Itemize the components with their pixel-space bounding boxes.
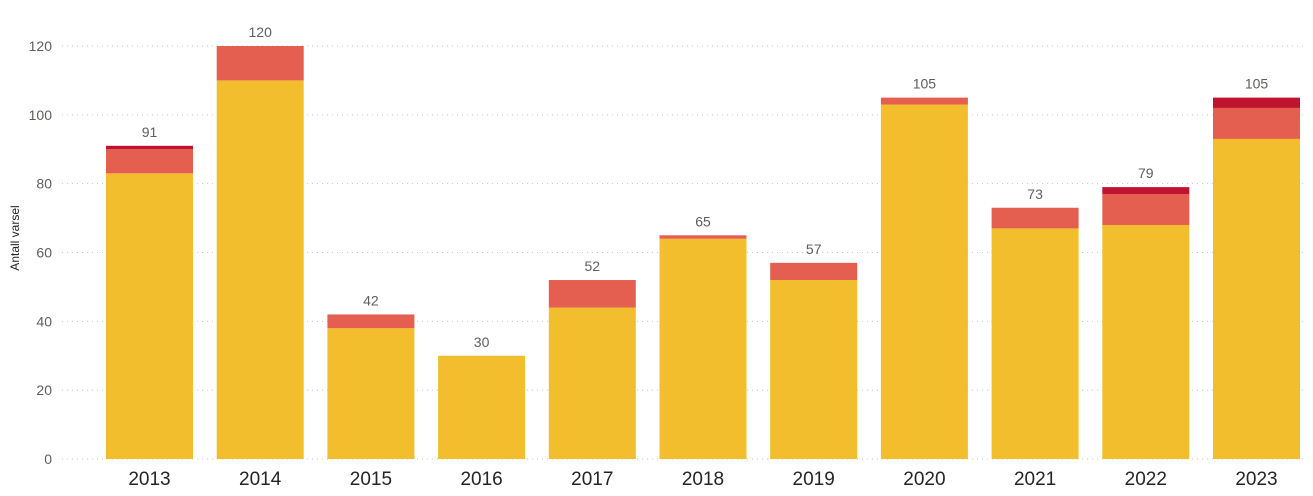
bar-segment[interactable] [991, 207, 1079, 229]
x-tick-label: 2019 [793, 469, 835, 490]
y-tick-label: 120 [29, 38, 53, 54]
total-data-label: 79 [1138, 165, 1154, 181]
bar-segment[interactable] [216, 46, 304, 81]
bar-segment[interactable] [548, 280, 636, 308]
bar-segment[interactable] [106, 145, 193, 150]
bar-segment[interactable] [659, 235, 747, 239]
total-data-label: 73 [1027, 186, 1043, 202]
y-tick-label: 40 [36, 313, 52, 329]
bar-segment[interactable] [880, 104, 968, 459]
bar-segment[interactable] [106, 173, 193, 459]
x-tick-label: 2013 [128, 469, 170, 490]
x-tick-label: 2023 [1235, 469, 1277, 490]
bar-segment[interactable] [438, 355, 526, 459]
total-data-label: 52 [585, 258, 601, 274]
bar-segment[interactable] [1102, 193, 1190, 225]
bar-segment[interactable] [327, 328, 415, 459]
gridlines [62, 45, 1305, 460]
y-tick-label: 80 [36, 176, 52, 192]
bars [106, 46, 1300, 460]
bar-segment[interactable] [880, 97, 968, 105]
total-labels: 91 120 42 30 52 65 57 105 73 79 105 [142, 24, 1269, 350]
total-data-label: 65 [695, 213, 711, 229]
x-tick-label: 2014 [239, 469, 282, 490]
bar-segment[interactable] [1213, 97, 1300, 108]
total-data-label: 120 [249, 24, 273, 40]
bar-segment[interactable] [991, 228, 1079, 459]
total-data-label: 91 [142, 124, 158, 140]
y-tick-label: 0 [44, 451, 52, 467]
bar-segment[interactable] [216, 80, 304, 460]
bar-segment[interactable] [1213, 138, 1300, 460]
x-tick-label: 2021 [1014, 469, 1056, 490]
total-data-label: 42 [363, 292, 379, 308]
y-tick-label: 100 [29, 107, 53, 123]
bar-segment[interactable] [106, 149, 193, 174]
bar-segment[interactable] [659, 238, 747, 459]
bar-segment[interactable] [1213, 107, 1300, 139]
bar-segment[interactable] [327, 314, 415, 329]
bar-segment[interactable] [770, 262, 858, 281]
x-tick-label: 2022 [1125, 469, 1167, 490]
total-data-label: 30 [474, 334, 490, 350]
bar-segment[interactable] [548, 307, 636, 459]
y-tick-label: 20 [36, 382, 52, 398]
x-tick-label: 2018 [682, 469, 724, 490]
x-tick-label: 2017 [571, 469, 613, 490]
bar-segment[interactable] [1102, 187, 1190, 194]
x-tick-label: 2016 [460, 469, 502, 490]
total-data-label: 105 [1245, 76, 1269, 92]
bar-segment[interactable] [770, 280, 858, 459]
x-tick-label: 2020 [903, 469, 945, 490]
y-axis-ticks: 0 20 40 60 80 100 120 [29, 38, 53, 467]
x-tick-label: 2015 [350, 469, 392, 490]
y-tick-label: 60 [36, 245, 52, 261]
total-data-label: 105 [913, 76, 937, 92]
total-data-label: 57 [806, 241, 822, 257]
x-axis-ticks: 2013 2014 2015 2016 2017 2018 2019 2020 2021 2022… [128, 469, 1277, 490]
y-axis-label: Antall varsel [8, 205, 22, 270]
bar-segment[interactable] [1102, 224, 1190, 459]
